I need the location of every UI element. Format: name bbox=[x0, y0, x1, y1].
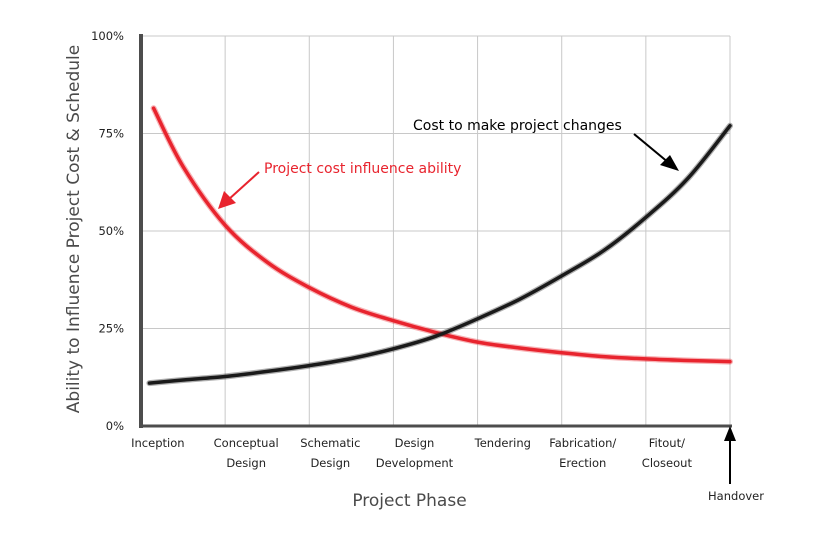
annotation-arrow-cost-influence bbox=[227, 171, 260, 201]
x-category-label: Schematic bbox=[300, 436, 360, 450]
series-layer bbox=[146, 105, 733, 387]
x-category-label: Fabrication/ bbox=[549, 436, 616, 450]
x-category-label: Design bbox=[226, 456, 266, 470]
arrowhead-cost-to-change-icon bbox=[660, 155, 679, 171]
y-tick-label: 75% bbox=[98, 127, 124, 141]
y-tick-label: 0% bbox=[106, 419, 124, 433]
x-axis-title: Project Phase bbox=[352, 491, 466, 511]
handover-label: Handover bbox=[708, 489, 764, 503]
x-category-label: Tendering bbox=[474, 436, 531, 450]
x-category-label: Inception bbox=[131, 436, 184, 450]
y-tick-label: 50% bbox=[98, 224, 124, 238]
y-tick-label: 100% bbox=[91, 29, 124, 43]
series-line-cost-influence bbox=[151, 106, 732, 364]
annotation-arrow-cost-to-change bbox=[633, 133, 670, 164]
x-category-label: Closeout bbox=[642, 456, 693, 470]
x-category-label: Conceptual bbox=[214, 436, 279, 450]
y-tick-labels: 0% 25% 50% 75% 100% bbox=[91, 29, 124, 433]
annotation-cost-to-change: Cost to make project changes bbox=[413, 118, 622, 134]
y-axis-title: Ability to Influence Project Cost & Sche… bbox=[64, 45, 84, 413]
arrowhead-cost-influence-icon bbox=[218, 191, 236, 209]
y-tick-label: 25% bbox=[98, 322, 124, 336]
x-category-labels: Inception Conceptual Design Schematic Design… bbox=[131, 436, 692, 470]
annotation-cost-influence: Project cost influence ability bbox=[264, 161, 461, 177]
x-category-label: Erection bbox=[559, 456, 606, 470]
x-category-label: Development bbox=[376, 456, 454, 470]
x-category-label: Design bbox=[395, 436, 435, 450]
x-category-label: Fitout/ bbox=[649, 436, 685, 450]
x-category-label: Design bbox=[310, 456, 350, 470]
series-line-cost-influence-shadow bbox=[150, 105, 733, 365]
series-line-cost-to-change bbox=[147, 123, 732, 385]
handover-arrow-up-icon bbox=[724, 426, 736, 441]
horizontal-gridlines bbox=[141, 35, 730, 329]
